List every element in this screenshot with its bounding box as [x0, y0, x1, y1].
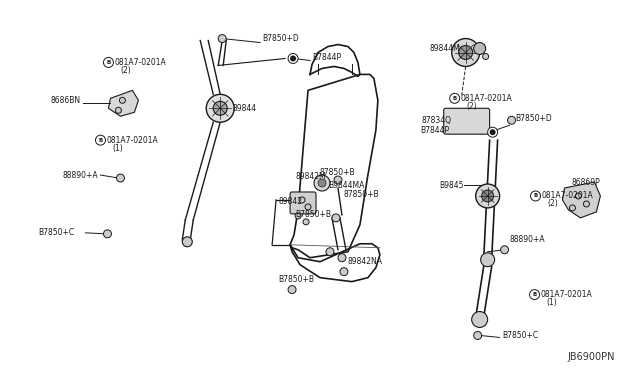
- Text: B: B: [533, 193, 538, 199]
- Text: B9845: B9845: [440, 180, 464, 189]
- Circle shape: [213, 101, 227, 115]
- Polygon shape: [108, 90, 138, 116]
- Circle shape: [104, 230, 111, 238]
- Circle shape: [104, 58, 113, 67]
- Polygon shape: [563, 182, 600, 218]
- Circle shape: [326, 248, 334, 256]
- Circle shape: [303, 219, 309, 225]
- Circle shape: [305, 204, 311, 210]
- Circle shape: [474, 42, 486, 54]
- Text: 86869P: 86869P: [572, 177, 600, 186]
- Text: B7850+C: B7850+C: [502, 331, 539, 340]
- Text: 89842: 89842: [278, 198, 302, 206]
- Text: B: B: [99, 138, 102, 143]
- Circle shape: [334, 176, 342, 184]
- Circle shape: [508, 116, 516, 124]
- Circle shape: [116, 174, 124, 182]
- Text: 87850+B: 87850+B: [344, 190, 380, 199]
- Text: 87850+B: 87850+B: [320, 167, 356, 177]
- Text: 081A7-0201A: 081A7-0201A: [541, 192, 593, 201]
- Circle shape: [483, 54, 488, 60]
- Circle shape: [288, 54, 298, 64]
- Text: 88890+A: 88890+A: [63, 170, 98, 180]
- Circle shape: [474, 331, 482, 339]
- Text: B: B: [452, 96, 457, 101]
- Text: 081A7-0201A: 081A7-0201A: [115, 58, 166, 67]
- Circle shape: [481, 253, 495, 267]
- Circle shape: [570, 205, 575, 211]
- Text: 87834Q: 87834Q: [422, 116, 452, 125]
- Text: 89844M: 89844M: [430, 44, 461, 53]
- Text: (2): (2): [467, 102, 477, 111]
- Text: (1): (1): [547, 298, 557, 307]
- Circle shape: [120, 97, 125, 103]
- Circle shape: [332, 214, 340, 222]
- Text: 081A7-0201A: 081A7-0201A: [461, 94, 513, 103]
- Circle shape: [338, 254, 346, 262]
- Circle shape: [218, 35, 226, 42]
- Circle shape: [472, 311, 488, 327]
- Text: B7844P: B7844P: [312, 53, 341, 62]
- Circle shape: [318, 179, 326, 187]
- Text: 88890+A: 88890+A: [509, 235, 545, 244]
- Circle shape: [531, 191, 541, 201]
- Text: B: B: [106, 60, 111, 65]
- Text: (1): (1): [113, 144, 124, 153]
- Text: 081A7-0201A: 081A7-0201A: [541, 290, 592, 299]
- Text: 89844: 89844: [232, 104, 256, 113]
- Circle shape: [95, 135, 106, 145]
- Circle shape: [584, 201, 589, 207]
- FancyBboxPatch shape: [444, 108, 490, 134]
- Text: JB6900PN: JB6900PN: [568, 352, 615, 362]
- Text: B9844MA: B9844MA: [328, 180, 364, 189]
- Text: B7850+C: B7850+C: [38, 228, 75, 237]
- Text: B: B: [532, 292, 537, 297]
- Circle shape: [476, 184, 500, 208]
- Circle shape: [299, 197, 305, 203]
- Circle shape: [182, 237, 192, 247]
- Circle shape: [340, 268, 348, 276]
- Text: B7850+B: B7850+B: [295, 211, 331, 219]
- Text: B7850+D: B7850+D: [516, 114, 552, 123]
- Circle shape: [575, 193, 581, 199]
- Text: 89842NA: 89842NA: [348, 257, 383, 266]
- Text: B7850+B: B7850+B: [278, 275, 314, 284]
- Circle shape: [115, 107, 122, 113]
- Circle shape: [482, 190, 493, 202]
- FancyBboxPatch shape: [290, 192, 316, 214]
- Circle shape: [459, 45, 473, 60]
- Text: (2): (2): [120, 66, 131, 75]
- Circle shape: [488, 127, 498, 137]
- Circle shape: [452, 39, 479, 67]
- Circle shape: [290, 55, 296, 61]
- Text: 89842M: 89842M: [295, 171, 326, 180]
- Circle shape: [529, 290, 540, 299]
- Circle shape: [314, 175, 330, 191]
- Text: B7844P: B7844P: [420, 126, 449, 135]
- Circle shape: [490, 129, 495, 135]
- Circle shape: [500, 246, 509, 254]
- Circle shape: [450, 93, 460, 103]
- Text: 8686BN: 8686BN: [51, 96, 81, 105]
- Circle shape: [206, 94, 234, 122]
- Circle shape: [288, 286, 296, 294]
- Text: B7850+D: B7850+D: [262, 34, 299, 43]
- Text: 081A7-0201A: 081A7-0201A: [106, 136, 158, 145]
- Text: (2): (2): [547, 199, 558, 208]
- Circle shape: [295, 213, 301, 219]
